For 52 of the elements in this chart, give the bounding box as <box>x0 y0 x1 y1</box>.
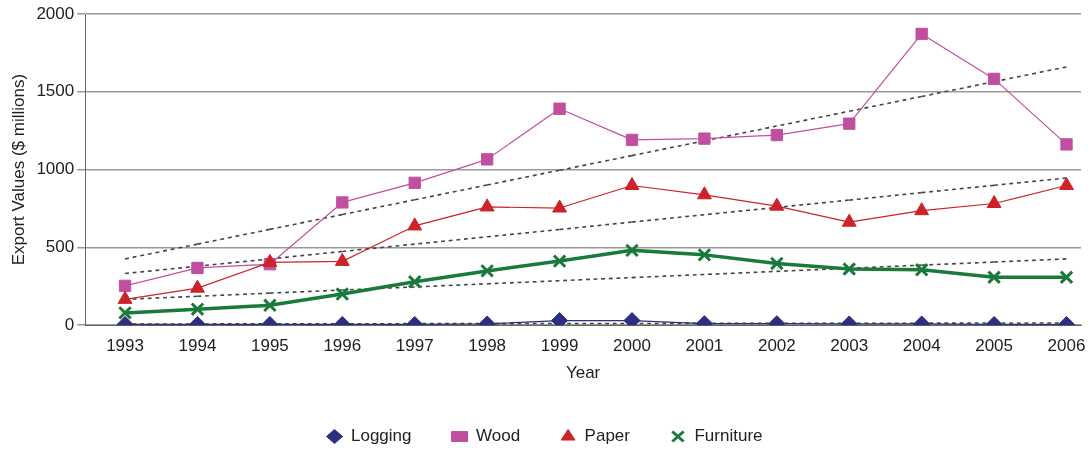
point <box>987 72 1001 86</box>
point <box>552 199 567 213</box>
point <box>334 252 350 266</box>
point <box>698 132 711 145</box>
point <box>841 213 857 227</box>
legend-label: Furniture <box>694 426 763 446</box>
point <box>914 202 930 216</box>
point <box>336 196 349 209</box>
point <box>1060 138 1073 151</box>
x-tick-label: 2001 <box>685 336 724 356</box>
x-tick-label: 1999 <box>540 336 579 356</box>
legend-label: Logging <box>351 426 412 446</box>
y-tick-label: 1500 <box>36 81 75 101</box>
x-tick-label: 1998 <box>468 336 507 356</box>
y-tick-label: 500 <box>45 237 75 257</box>
x-tick-label: 1997 <box>395 336 434 356</box>
point <box>1059 176 1074 190</box>
point <box>915 27 928 41</box>
point <box>770 128 783 142</box>
x-tick-label: 1993 <box>106 336 144 356</box>
point <box>408 176 421 189</box>
x-tick-label: 2002 <box>757 336 796 356</box>
point <box>623 312 641 326</box>
point <box>117 290 133 304</box>
point <box>262 253 278 267</box>
point <box>553 102 566 115</box>
point <box>190 279 205 293</box>
legend-label: Paper <box>584 426 631 446</box>
x-tick-label: 2003 <box>830 336 869 356</box>
y-tick-label: 1000 <box>36 159 75 179</box>
point <box>625 133 639 147</box>
point <box>696 186 712 200</box>
point <box>843 117 856 130</box>
x-axis-title: Year <box>565 363 601 383</box>
y-tick-label: 2000 <box>36 3 75 23</box>
y-tick-label: 0 <box>64 314 75 334</box>
x-tick-label: 2005 <box>975 336 1014 356</box>
y-axis-title: Export Values ($ millions) <box>8 73 28 266</box>
point <box>479 198 495 212</box>
point <box>769 197 785 211</box>
point <box>624 176 640 190</box>
x-tick-label: 1994 <box>178 336 217 356</box>
point <box>481 153 494 166</box>
point <box>986 195 1002 209</box>
x-tick-label: 1996 <box>323 336 362 356</box>
point <box>407 217 423 231</box>
point <box>551 312 569 326</box>
x-tick-label: 2000 <box>613 336 651 356</box>
x-tick-label: 2004 <box>902 336 941 356</box>
legend-label: Wood <box>476 426 521 446</box>
x-tick-label: 2006 <box>1047 336 1086 356</box>
x-tick-label: 1995 <box>250 336 289 356</box>
